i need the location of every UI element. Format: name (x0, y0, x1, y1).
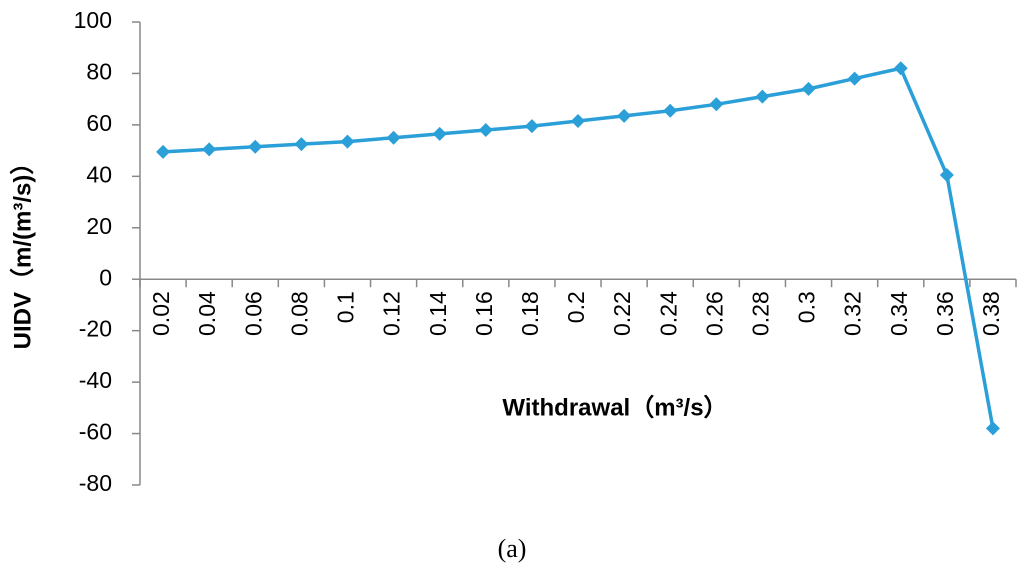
x-tick-label: 0.14 (425, 291, 451, 336)
x-tick-label: 0.06 (240, 291, 266, 336)
marker (340, 134, 355, 149)
y-tick-label: 40 (86, 161, 112, 187)
x-tick-label: 0.34 (886, 291, 912, 336)
marker (156, 144, 171, 159)
marker (939, 168, 954, 183)
marker (248, 139, 263, 154)
y-tick-label: 60 (86, 110, 112, 136)
x-tick-label: 0.24 (655, 291, 681, 336)
y-tick-label: 20 (86, 213, 112, 239)
x-tick-label: 0.22 (609, 291, 635, 336)
caption: (a) (498, 534, 527, 563)
x-tick-label: 0.3 (794, 291, 820, 323)
y-tick-label: -60 (79, 419, 112, 445)
marker (617, 108, 632, 123)
marker (893, 61, 908, 76)
y-tick-label: 100 (74, 7, 112, 33)
x-tick-label: 0.1 (333, 291, 359, 323)
marker (294, 137, 309, 152)
marker (801, 81, 816, 96)
marker (202, 142, 217, 157)
marker (524, 119, 539, 134)
marker (478, 123, 493, 138)
x-tick-label: 0.04 (194, 291, 220, 336)
y-tick-label: 80 (86, 59, 112, 85)
x-tick-label: 0.32 (840, 291, 866, 336)
marker (847, 71, 862, 86)
x-tick-label: 0.12 (379, 291, 405, 336)
y-tick-label: 0 (99, 264, 112, 290)
marker (755, 89, 770, 104)
x-tick-label: 0.38 (978, 291, 1004, 336)
marker (709, 97, 724, 112)
x-tick-label: 0.08 (286, 291, 312, 336)
marker (432, 126, 447, 141)
y-axis-title: UIDV（m/(m³/s)） (9, 151, 36, 350)
x-axis-title: Withdrawal（m³/s） (502, 394, 727, 421)
marker (386, 130, 401, 145)
y-tick-label: -20 (79, 316, 112, 342)
x-tick-label: 0.26 (701, 291, 727, 336)
x-tick-label: 0.28 (747, 291, 773, 336)
marker (985, 421, 1000, 436)
marker (663, 103, 678, 118)
y-tick-label: -40 (79, 367, 112, 393)
x-tick-label: 0.02 (148, 291, 174, 336)
x-tick-label: 0.16 (471, 291, 497, 336)
x-tick-label: 0.18 (517, 291, 543, 336)
x-tick-label: 0.36 (932, 291, 958, 336)
x-tick-label: 0.2 (563, 291, 589, 323)
y-tick-label: -80 (79, 470, 112, 496)
marker (571, 114, 585, 129)
